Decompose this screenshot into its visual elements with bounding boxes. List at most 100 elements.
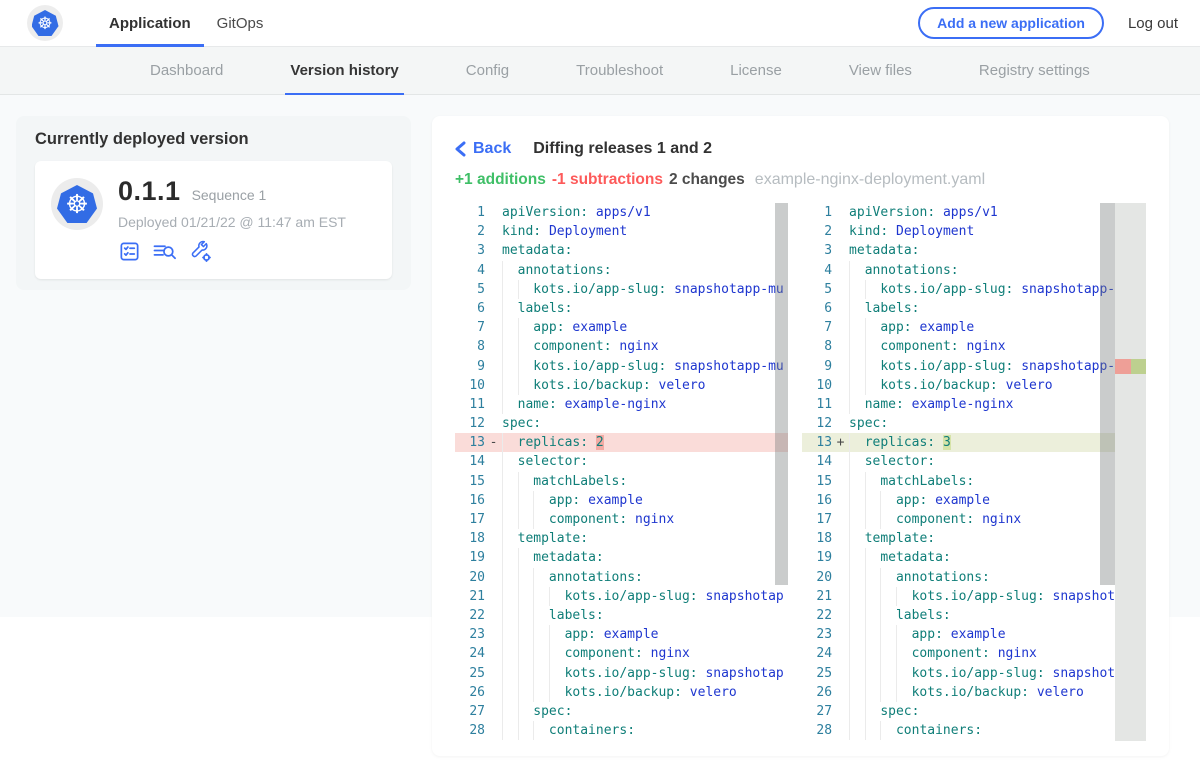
- deployed-timestamp: Deployed 01/21/22 @ 11:47 am EST: [118, 214, 346, 230]
- code-line: 15 matchLabels:: [802, 472, 1146, 491]
- code-line: 19 metadata:: [802, 548, 1146, 567]
- top-tab-application[interactable]: Application: [96, 0, 204, 47]
- subnav-tab-version-history[interactable]: Version history: [285, 47, 405, 95]
- code-line: 3 metadata:: [477, 243, 573, 259]
- code-line: 16 app: example: [455, 491, 788, 510]
- wrench-gear-icon[interactable]: [189, 239, 213, 263]
- code-rows-right: 1 apiVersion: apps/v1 2 kind: Deployment 3 me…: [802, 203, 1146, 740]
- code-line: 18 template:: [455, 529, 788, 548]
- code-line: 11 name: example-nginx: [802, 395, 1146, 414]
- diff-panel: Back Diffing releases 1 and 2 +1 additio…: [432, 116, 1169, 756]
- code-line: 13 + replicas: 3: [802, 433, 1146, 453]
- right-pane-overview-ruler: [1115, 203, 1146, 741]
- diff-pane-left: 1 apiVersion: apps/v1 2 kind: Deployment 3 me…: [455, 203, 789, 741]
- file-search-icon[interactable]: [152, 240, 178, 263]
- version-number: 0.1.1: [118, 176, 181, 206]
- logout-button[interactable]: Log out: [1127, 14, 1178, 32]
- code-line: 13- replicas: 2: [455, 433, 789, 453]
- top-header: ☸ Application GitOps Add a new applicati…: [0, 0, 1200, 47]
- code-line: 23 app: example: [802, 625, 1146, 644]
- code-line: 6 labels:: [802, 299, 1146, 318]
- top-tab-label: Application: [109, 14, 191, 32]
- right-pane-scrollbar[interactable]: [1100, 203, 1115, 585]
- back-button[interactable]: Back: [455, 140, 511, 158]
- code-line: 17 component: nginx: [455, 510, 788, 529]
- ruler-added-marker: [1131, 359, 1146, 374]
- code-line: 8 component: nginx: [802, 337, 1146, 356]
- code-line: 9 kots.io/app-slug: snapshotapp-mu: [802, 357, 1146, 376]
- code-line: 24 component: nginx: [802, 644, 1146, 663]
- code-line: 23 app: example: [455, 625, 788, 644]
- code-line: 11 name: example-nginx: [455, 395, 788, 414]
- code-line: 1 apiVersion: apps/v1: [477, 205, 651, 220]
- code-line: 5 kots.io/app-slug: snapshotapp-mu: [802, 280, 1146, 299]
- app-icon: ☸: [51, 178, 103, 230]
- code-line: 27 spec:: [802, 702, 1146, 721]
- left-pane-scrollbar[interactable]: [775, 203, 789, 585]
- app-subnav: Dashboard Version history Config Troublesho…: [0, 47, 1200, 95]
- subnav-tab-dashboard[interactable]: Dashboard: [150, 62, 224, 79]
- code-line: 4 annotations:: [802, 261, 1146, 280]
- ruler-removed-marker: [1115, 359, 1131, 374]
- changes-count: 2 changes: [668, 171, 745, 188]
- code-line: 1 apiVersion: apps/v1: [824, 205, 998, 220]
- code-line: 17 component: nginx: [802, 510, 1146, 529]
- code-line: 26 kots.io/backup: velero: [455, 683, 788, 702]
- kubernetes-logo: ☸: [27, 5, 63, 41]
- code-line: 20 annotations:: [802, 568, 1146, 587]
- code-line: 16 app: example: [802, 491, 1146, 510]
- subtractions-count: -1 subtractions: [551, 171, 663, 188]
- code-line: 5 kots.io/app-slug: snapshotapp-mu: [455, 280, 788, 299]
- deployed-card-title: Currently deployed version: [35, 130, 249, 148]
- code-rows-left: 1 apiVersion: apps/v1 2 kind: Deployment 3 me…: [455, 203, 789, 740]
- back-chevron-icon: [455, 141, 466, 157]
- top-tab-label: GitOps: [216, 14, 264, 32]
- code-line: 12 spec:: [469, 416, 542, 432]
- code-line: 21 kots.io/app-slug: snapshotap: [802, 587, 1146, 606]
- code-line: 19 metadata:: [455, 548, 788, 567]
- code-line: 24 component: nginx: [455, 644, 788, 663]
- currently-deployed-card: Currently deployed version ☸ 0.1.1 Seque…: [16, 116, 411, 290]
- diff-title: Diffing releases 1 and 2: [533, 140, 712, 157]
- code-line: 14 selector:: [802, 452, 1146, 471]
- code-line: 2 kind: Deployment: [824, 224, 975, 240]
- code-line: 12 spec:: [816, 416, 889, 432]
- subnav-tab-troubleshoot[interactable]: Troubleshoot: [576, 62, 664, 79]
- back-label: Back: [473, 140, 512, 157]
- code-line: 25 kots.io/app-slug: snapshotap: [802, 664, 1146, 683]
- code-line: 14 selector:: [455, 452, 788, 471]
- subnav-tab-license[interactable]: License: [730, 62, 782, 79]
- additions-count: +1 additions: [455, 171, 546, 188]
- code-line: 15 matchLabels:: [455, 472, 788, 491]
- top-tab-gitops[interactable]: GitOps: [204, 0, 277, 46]
- code-line: 6 labels:: [455, 299, 788, 318]
- code-line: 3 metadata:: [824, 243, 920, 259]
- code-line: 7 app: example: [455, 318, 788, 337]
- code-line: 2 kind: Deployment: [477, 224, 628, 240]
- diff-filename: example-nginx-deployment.yaml: [754, 171, 986, 188]
- code-line: 7 app: example: [802, 318, 1146, 337]
- code-line: 25 kots.io/app-slug: snapshotap: [455, 664, 788, 683]
- code-line: 10 kots.io/backup: velero: [455, 376, 788, 395]
- top-nav: Application GitOps: [96, 0, 277, 47]
- code-line: 28 containers:: [455, 721, 788, 740]
- diff-pane-right: 1 apiVersion: apps/v1 2 kind: Deployment 3 me…: [802, 203, 1146, 741]
- code-line: 27 spec:: [455, 702, 788, 721]
- code-line: 22 labels:: [802, 606, 1146, 625]
- code-line: 20 annotations:: [455, 568, 788, 587]
- subnav-tab-config[interactable]: Config: [465, 62, 510, 79]
- code-line: 8 component: nginx: [455, 337, 788, 356]
- deployed-version-tile: ☸ 0.1.1 Sequence 1 Deployed 01/21/22 @ 1…: [35, 161, 392, 279]
- code-line: 10 kots.io/backup: velero: [802, 376, 1146, 395]
- checklist-icon[interactable]: [118, 240, 141, 263]
- subnav-tab-view-files[interactable]: View files: [848, 62, 912, 79]
- code-line: 4 annotations:: [455, 261, 788, 280]
- diff-stats: +1 additions -1 subtractions 2 changes e…: [455, 171, 1146, 189]
- code-line: 26 kots.io/backup: velero: [802, 683, 1146, 702]
- code-line: 28 containers:: [802, 721, 1146, 740]
- subnav-tab-registry-settings[interactable]: Registry settings: [978, 62, 1090, 79]
- code-line: 21 kots.io/app-slug: snapshotap: [455, 587, 788, 606]
- sequence-label: Sequence 1: [191, 187, 267, 203]
- add-new-application-button[interactable]: Add a new application: [918, 7, 1104, 39]
- code-line: 9 kots.io/app-slug: snapshotapp-mu: [455, 357, 788, 376]
